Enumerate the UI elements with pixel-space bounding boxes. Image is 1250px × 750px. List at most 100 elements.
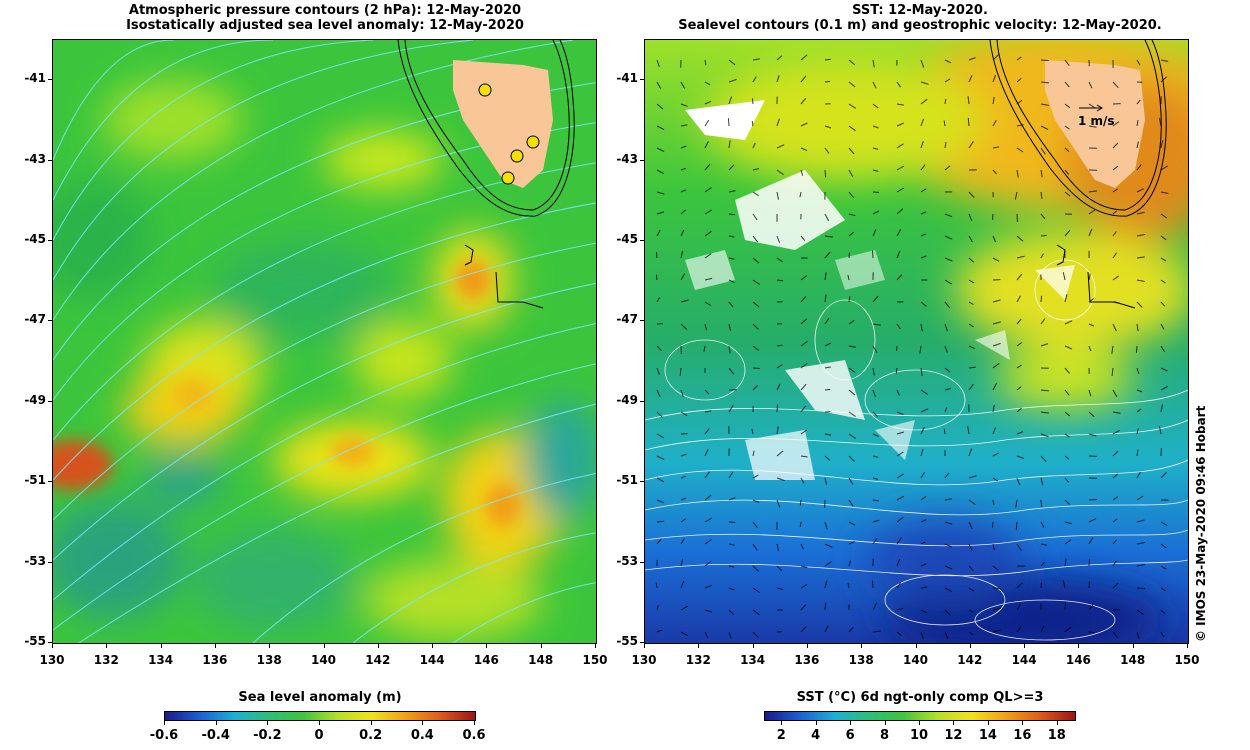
velocity-arrow [848, 103, 856, 109]
velocity-arrow [1040, 169, 1043, 178]
colorbar-tick-label: -0.2 [253, 728, 282, 743]
velocity-arrow [896, 451, 904, 457]
velocity-arrow [967, 96, 970, 105]
velocity-arrow [1064, 601, 1067, 611]
colorbar-tick-mark [919, 721, 920, 725]
velocity-arrow [752, 499, 760, 503]
velocity-arrow [752, 301, 760, 308]
sla-colorbar [164, 711, 476, 721]
velocity-arrow [872, 433, 879, 437]
velocity-arrow [992, 146, 1000, 149]
velocity-arrow [800, 340, 808, 347]
velocity-arrow [1016, 582, 1023, 589]
velocity-arrow [896, 143, 904, 149]
velocity-arrow [752, 450, 755, 457]
velocity-arrow [1064, 558, 1067, 567]
velocity-arrow [800, 543, 804, 550]
velocity-arrow [824, 433, 832, 436]
velocity-arrow [1040, 147, 1046, 155]
sst-colorbar [764, 711, 1076, 721]
colorbar-tick-label: 14 [978, 728, 997, 743]
velocity-arrow [1136, 519, 1145, 523]
colorbar-tick-mark [422, 721, 424, 725]
velocity-arrow [1064, 229, 1071, 237]
velocity-arrow [824, 561, 832, 567]
velocity-arrow [848, 411, 856, 417]
velocity-arrow [704, 560, 712, 567]
velocity-arrow [776, 279, 784, 282]
velocity-arrow [824, 580, 828, 589]
velocity-arrow [968, 366, 976, 369]
velocity-arrow [968, 257, 975, 263]
velocity-arrow [1040, 253, 1044, 259]
velocity-arrow [1112, 301, 1121, 304]
velocity-arrow [872, 367, 875, 376]
velocity-arrow [1160, 59, 1169, 62]
velocity-arrow [968, 323, 974, 328]
velocity-arrow [680, 518, 687, 523]
velocity-arrow [1111, 367, 1114, 376]
velocity-arrow [728, 96, 733, 105]
colorbar-tick-mark [850, 721, 852, 725]
velocity-arrow [872, 323, 881, 326]
velocity-arrow [968, 345, 975, 349]
velocity-arrow [1088, 433, 1097, 437]
velocity-arrow [752, 279, 760, 285]
velocity-arrow [776, 499, 781, 508]
velocity-arrow [1112, 496, 1119, 501]
velocity-arrow [776, 144, 785, 149]
velocity-arrow [1112, 429, 1120, 435]
lon-tick-mark [861, 643, 863, 648]
velocity-arrow [944, 213, 953, 218]
velocity-arrow [752, 367, 761, 369]
colorbar-tick-label: 16 [1013, 728, 1032, 743]
lat-tick-mark [640, 240, 644, 241]
velocity-arrow [968, 57, 976, 61]
velocity-arrow [848, 389, 856, 396]
velocity-arrow [1040, 433, 1049, 438]
lon-tick-mark [52, 643, 53, 648]
velocity-arrow [776, 543, 780, 552]
velocity-arrow [656, 147, 665, 153]
lat-tick-label: -41 [24, 71, 46, 86]
velocity-arrow [920, 323, 923, 332]
velocity-arrow [800, 405, 806, 413]
velocity-arrow [1160, 165, 1168, 171]
velocity-arrow [992, 299, 1001, 303]
velocity-arrow [1064, 455, 1070, 460]
velocity-arrow [872, 81, 877, 89]
velocity-arrow [1160, 609, 1166, 614]
velocity-arrow [944, 543, 953, 548]
velocity-arrow [920, 519, 927, 523]
velocity-arrow [1112, 518, 1118, 523]
left-title-line1: Atmospheric pressure contours (2 hPa): 1… [128, 3, 522, 18]
lat-tick-label: -45 [616, 232, 638, 246]
velocity-arrow [872, 345, 878, 353]
velocity-arrow [728, 497, 736, 501]
velocity-arrow [1016, 124, 1024, 127]
velocity-arrow [824, 388, 831, 391]
velocity-arrow [872, 411, 879, 418]
velocity-arrow [1040, 561, 1045, 567]
velocity-arrow [776, 426, 779, 435]
velocity-arrow [1016, 318, 1022, 325]
velocity-arrow [992, 342, 1001, 347]
velocity-arrow [920, 118, 925, 127]
velocity-arrow [728, 609, 734, 615]
velocity-arrow [992, 362, 1000, 369]
velocity-arrow [776, 383, 781, 391]
velocity-arrow [872, 580, 874, 589]
velocity-arrow [776, 55, 783, 61]
velocity-arrow [752, 257, 760, 264]
velocity-arrow [968, 543, 973, 551]
velocity-arrow [752, 235, 758, 243]
velocity-arrow [968, 75, 973, 83]
colorbar-tick-mark [319, 721, 320, 725]
lon-tick-label: 146 [473, 653, 499, 667]
velocity-arrow [1112, 539, 1117, 545]
velocity-arrow [656, 629, 663, 633]
lat-tick-label: -43 [616, 151, 638, 166]
velocity-arrow [1136, 564, 1145, 567]
velocity-arrow [704, 410, 712, 413]
lat-tick-mark [48, 159, 52, 161]
